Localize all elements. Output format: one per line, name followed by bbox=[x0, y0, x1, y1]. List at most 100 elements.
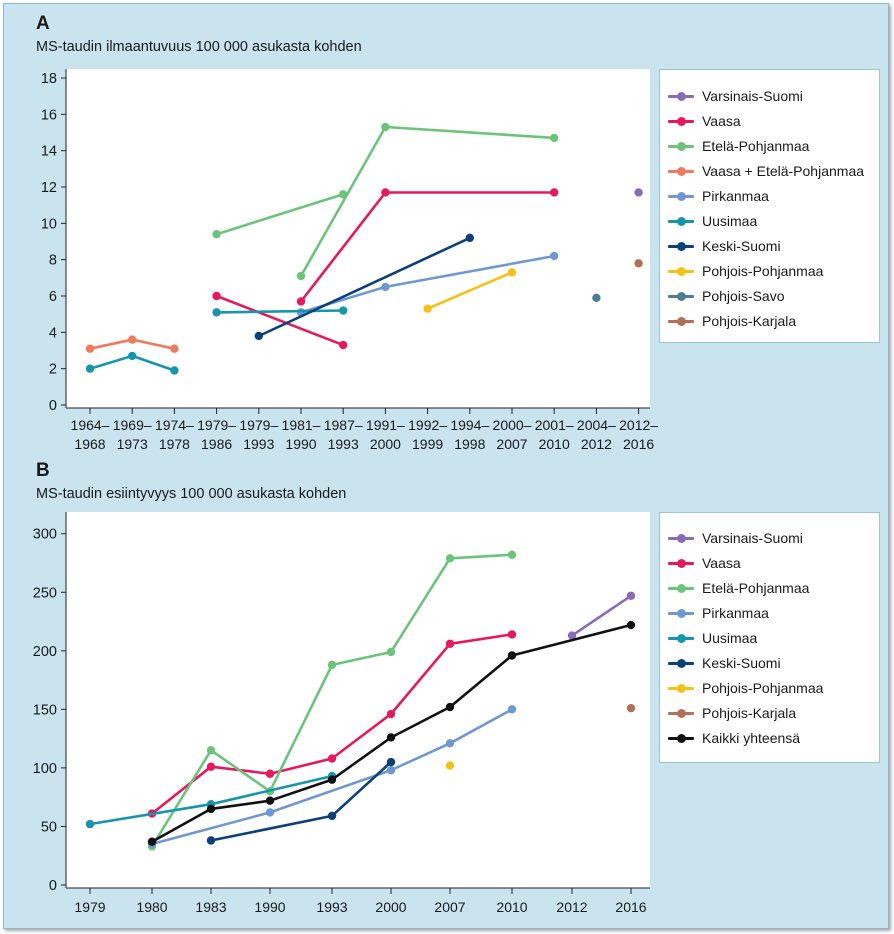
panel-a-x-tick-label: 1999 bbox=[412, 436, 443, 452]
legend-swatch-dot bbox=[677, 92, 686, 101]
panel-a-x-tick-label: 2004– bbox=[577, 417, 616, 433]
legend-label: Keski-Suomi bbox=[702, 655, 781, 671]
panel-a-title: MS-taudin ilmaantuvuus 100 000 asukasta … bbox=[36, 39, 362, 55]
panel-a-chart: 0246810121416181964–19681969–19731974–19… bbox=[41, 69, 658, 452]
panel-b-point-kaikki-yhteens bbox=[445, 702, 455, 712]
legend-swatch-dot bbox=[677, 584, 686, 593]
panel-b-series-pohjois-pohjanmaa bbox=[445, 761, 455, 770]
legend-label: Pohjois-Savo bbox=[702, 288, 785, 304]
panel-b-point-etel-pohjanmaa bbox=[327, 660, 337, 670]
panel-a-point-keski-suomi bbox=[254, 331, 263, 341]
panel-a-line-uusimaa bbox=[216, 309, 344, 314]
legend-label: Vaasa bbox=[702, 555, 741, 571]
panel-a-x-tick-label: 1974– bbox=[155, 417, 194, 433]
panel-b-point-kaikki-yhteens bbox=[147, 837, 157, 846]
legend-label: Kaikki yhteensä bbox=[702, 730, 801, 746]
panel-b-point-keski-suomi bbox=[327, 811, 337, 821]
panel-a-x-tick-label: 2012– bbox=[619, 417, 658, 433]
panel-a-line-etel-pohjanmaa bbox=[216, 193, 344, 236]
panel-a-point-vaasa bbox=[296, 297, 306, 306]
legend-label: Varsinais-Suomi bbox=[702, 530, 803, 546]
panel-b-point-vaasa bbox=[507, 630, 517, 639]
legend-label: Etelä-Pohjanmaa bbox=[702, 138, 810, 154]
panel-b-x-tick-label: 2012 bbox=[556, 899, 587, 915]
panel-a-legend: Varsinais-Suomi Vaasa Etelä-Pohjanmaa Vaasa… bbox=[659, 69, 880, 343]
panel-b-title: MS-taudin esiintyvyys 100 000 asukasta k… bbox=[36, 486, 347, 502]
panel-b-x-tick-label: 2000 bbox=[375, 899, 406, 915]
panel-a-series-keski-suomi bbox=[254, 233, 474, 341]
panel-b-y-tick-label: 300 bbox=[33, 527, 57, 543]
panel-a-x-tick-label: 1990 bbox=[285, 436, 316, 452]
panel-b-point-kaikki-yhteens bbox=[507, 651, 517, 660]
panel-a-series-pohjois-karjala bbox=[634, 259, 643, 268]
panel-a-x-tick-label: 2012 bbox=[581, 436, 612, 452]
panel-b-legend: Varsinais-Suomi Vaasa Etelä-Pohjanmaa Pirka… bbox=[659, 512, 880, 763]
panel-b-series-kaikki-yhteens bbox=[147, 620, 636, 846]
panel-a-x-tick-label: 2007 bbox=[496, 436, 527, 452]
panel-a-line-pohjois-pohjanmaa bbox=[427, 271, 513, 310]
panel-b-point-pirkanmaa bbox=[507, 705, 517, 714]
panel-a-x-tick-label: 1998 bbox=[454, 436, 485, 452]
panel-b-series-pohjois-karjala bbox=[626, 703, 636, 713]
panel-b-line-kaikki-yhteens bbox=[151, 623, 632, 843]
panel-a-point-etel-pohjanmaa bbox=[550, 133, 559, 143]
panel-a-x-tick-label: 2001– bbox=[535, 417, 574, 433]
panel-a-x-tick-label: 1994– bbox=[450, 417, 489, 433]
panel-a-plot-area bbox=[66, 69, 650, 408]
legend-label: Pohjois-Pohjanmaa bbox=[702, 680, 824, 696]
panel-b-point-vaasa bbox=[327, 754, 337, 763]
legend-label: Pirkanmaa bbox=[702, 605, 769, 621]
panel-b-series-etel-pohjanmaa bbox=[147, 550, 517, 851]
panel-a-point-etel-pohjanmaa bbox=[381, 122, 390, 132]
legend-swatch-dot bbox=[677, 609, 686, 618]
panel-a-y-tick-label: 8 bbox=[49, 253, 57, 269]
panel-b-point-pirkanmaa bbox=[386, 766, 396, 775]
panel-a-point-uusimaa bbox=[339, 306, 348, 315]
panel-b-point-etel-pohjanmaa bbox=[445, 554, 455, 563]
panel-a-line-keski-suomi bbox=[258, 236, 471, 338]
panel-a-x-tick-label: 1993 bbox=[243, 436, 274, 452]
panel-a-series-pohjois-savo bbox=[592, 293, 601, 303]
legend-label: Uusimaa bbox=[702, 630, 758, 646]
panel-b-point-varsinais-suomi bbox=[567, 631, 577, 640]
panel-a-y-tick-label: 4 bbox=[49, 325, 57, 341]
panel-a-series-uusimaa bbox=[85, 306, 348, 375]
figure: A MS-taudin ilmaantuvuus 100 000 asukast… bbox=[3, 3, 889, 929]
panel-b-x-tick-label: 2016 bbox=[615, 899, 646, 915]
panel-b-y-tick-label: 50 bbox=[41, 819, 57, 835]
panel-b-series-uusimaa bbox=[85, 771, 337, 829]
panel-a-point-etel-pohjanmaa bbox=[296, 271, 306, 281]
legend-label: Pohjois-Karjala bbox=[702, 705, 797, 721]
panel-b-series-keski-suomi bbox=[206, 757, 396, 845]
legend-swatch-dot bbox=[677, 634, 686, 643]
legend-swatch-dot bbox=[677, 242, 686, 251]
legend-label: Etelä-Pohjanmaa bbox=[702, 580, 810, 596]
legend-label: Pirkanmaa bbox=[702, 188, 769, 204]
panel-a-x-tick-label: 1968 bbox=[74, 436, 105, 452]
panel-a-y-tick-label: 12 bbox=[41, 180, 57, 196]
panel-a-y-tick-label: 6 bbox=[49, 289, 57, 305]
legend-swatch-dot bbox=[677, 659, 686, 668]
panel-a-point-pohjois-karjala bbox=[634, 259, 643, 268]
legend-swatch-dot bbox=[677, 117, 686, 126]
panel-a-x-tick-label: 1964– bbox=[71, 417, 110, 433]
panel-a-x-tick-label: 1987– bbox=[324, 417, 363, 433]
panel-a-x-tick-label: 1992– bbox=[408, 417, 447, 433]
panel-a-x-tick-label: 1979– bbox=[197, 417, 236, 433]
panel-b-x-tick-label: 2010 bbox=[496, 899, 527, 915]
panel-b-line-varsinais-suomi bbox=[571, 594, 632, 637]
panel-b-point-vaasa bbox=[386, 709, 396, 719]
panel-a-point-keski-suomi bbox=[465, 233, 474, 243]
panel-a-point-pirkanmaa bbox=[381, 282, 390, 292]
panel-a-point-uusimaa bbox=[170, 366, 179, 375]
panel-a-y-tick-label: 2 bbox=[49, 362, 57, 378]
legend-label: Pohjois-Pohjanmaa bbox=[702, 263, 824, 279]
panel-a-point-pirkanmaa bbox=[550, 251, 559, 261]
legend-swatch-dot bbox=[677, 559, 686, 568]
panel-a-x-tick-label: 2010 bbox=[539, 436, 570, 452]
panel-b-y-tick-label: 150 bbox=[33, 702, 57, 718]
panel-a-x-tick-label: 2000– bbox=[493, 417, 532, 433]
panel-a-point-vaasa bbox=[550, 188, 559, 197]
panel-b-x-tick-label: 1990 bbox=[254, 899, 285, 915]
panel-b-point-pirkanmaa bbox=[445, 739, 455, 748]
